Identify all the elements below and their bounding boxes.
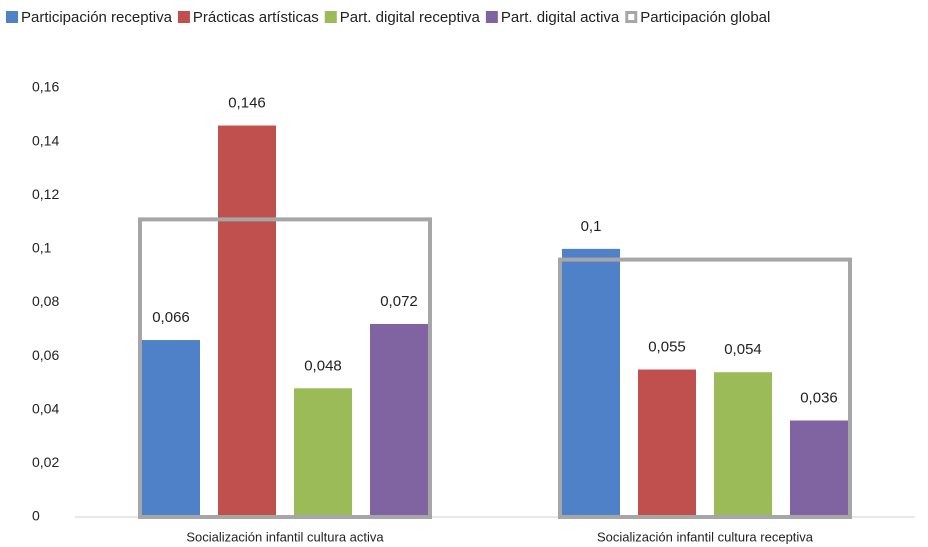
x-tick-label: Socialización infantil cultura receptiva: [597, 529, 814, 544]
bar: [638, 369, 696, 517]
data-label: 0,048: [304, 357, 342, 374]
x-tick-label: Socialización infantil cultura activa: [186, 529, 384, 544]
data-label: 0,1: [581, 218, 602, 235]
legend-label: Prácticas artísticas: [193, 9, 319, 26]
y-tick-label: 0,1: [32, 240, 52, 256]
bar: [562, 248, 620, 517]
legend-label: Part. digital activa: [501, 9, 620, 26]
outline-bar: [558, 257, 852, 519]
legend-swatch: [625, 11, 638, 23]
y-tick-label: 0,04: [32, 400, 59, 416]
y-tick-label: 0,16: [32, 79, 59, 95]
data-label: 0,146: [228, 95, 266, 112]
y-tick-label: 0,06: [32, 347, 59, 363]
bar: [790, 420, 848, 517]
data-label: 0,036: [800, 389, 838, 406]
legend-swatch: [177, 11, 190, 23]
y-tick-label: 0,12: [32, 186, 59, 202]
bar: [714, 372, 772, 517]
y-tick-label: 0,02: [32, 454, 59, 470]
outline-bar: [138, 217, 432, 519]
legend-label: Part. digital receptiva: [340, 9, 481, 26]
y-tick-label: 0,08: [32, 293, 59, 309]
legend-label: Participación receptiva: [21, 9, 173, 26]
legend-swatch: [324, 11, 337, 23]
bar: [218, 125, 276, 517]
data-label: 0,055: [648, 339, 686, 356]
legend-swatch: [485, 11, 498, 23]
y-tick-label: 0,14: [32, 132, 59, 148]
bar: [294, 388, 352, 517]
legend-swatch: [6, 11, 18, 23]
bar: [142, 340, 200, 517]
data-label: 0,066: [152, 309, 190, 326]
y-tick-label: 0: [32, 508, 40, 524]
legend-label: Participación global: [640, 9, 770, 26]
data-label: 0,072: [380, 293, 418, 310]
data-label: 0,054: [724, 341, 762, 358]
bar: [370, 323, 428, 517]
